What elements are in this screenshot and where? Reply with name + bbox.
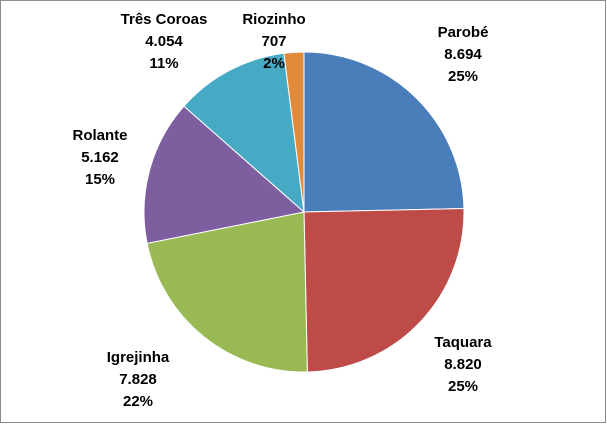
slice-value: 7.828 — [119, 371, 157, 388]
slice-value: 4.054 — [145, 33, 183, 50]
slice-label: Taquara — [434, 334, 492, 351]
pie-slice — [303, 208, 465, 373]
slice-value: 5.162 — [81, 149, 119, 166]
pie-slice — [143, 105, 306, 244]
slice-value: 8.820 — [444, 356, 482, 373]
slice-percent: 2% — [263, 55, 285, 72]
slice-label: Riozinho — [242, 11, 305, 28]
pie-slice — [183, 52, 305, 214]
pie-slice — [283, 51, 305, 213]
slice-label: Três Coroas — [121, 11, 208, 28]
slice-percent: 25% — [448, 68, 478, 85]
slice-percent: 11% — [149, 55, 178, 72]
slice-value: 8.694 — [444, 46, 482, 63]
slice-value: 707 — [261, 33, 286, 50]
slice-percent: 25% — [448, 378, 478, 395]
pie-slice — [303, 51, 465, 213]
slice-label: Parobé — [438, 24, 489, 41]
slice-percent: 22% — [123, 393, 153, 410]
slice-percent: 15% — [85, 171, 115, 188]
slice-label: Rolante — [72, 127, 127, 144]
pie-slice — [146, 211, 308, 373]
slice-label: Igrejinha — [107, 349, 170, 366]
